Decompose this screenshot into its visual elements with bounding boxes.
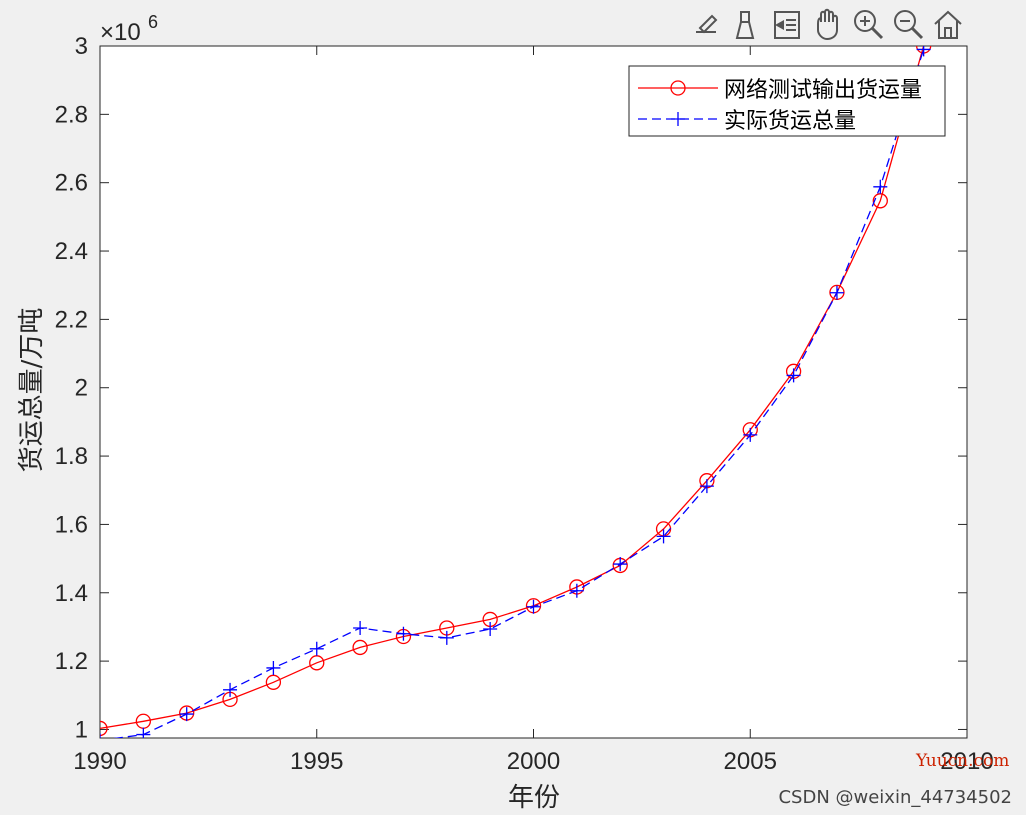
y-exponent-base: ×10 (100, 19, 141, 46)
x-tick-label: 1990 (73, 748, 126, 775)
pan-icon[interactable] (817, 8, 838, 41)
y-tick-label: 1.2 (55, 648, 88, 675)
data-point-plus (266, 660, 281, 675)
data-point-plus (743, 427, 758, 442)
legend: 网络测试输出货运量 实际货运总量 (628, 65, 946, 137)
data-point-plus (699, 479, 714, 494)
axis-ticks (99, 45, 968, 738)
data-point-plus (396, 626, 411, 641)
x-axis-label: 年份 (508, 783, 560, 813)
brush-icon[interactable] (735, 11, 755, 39)
plot-area (99, 45, 968, 739)
y-axis-label: 货运总量/万吨 (17, 308, 47, 473)
x-tick-label: 2005 (724, 748, 777, 775)
axes-toolbar (696, 8, 962, 41)
y-tick-label: 2.2 (55, 306, 88, 333)
data-point-plus (353, 620, 368, 635)
y-tick-label: 2.6 (55, 170, 88, 197)
watermark-site: Yuucn.com (915, 751, 1009, 771)
legend-label-network-output: 网络测试输出货运量 (724, 78, 922, 103)
data-point-circle (100, 720, 108, 737)
y-tick-label: 1 (75, 716, 88, 743)
x-tick-label: 2000 (507, 748, 560, 775)
data-point-plus (916, 46, 931, 57)
data-point-plus (526, 599, 541, 614)
data-point-circle (872, 193, 888, 209)
legend-marker-plus (671, 112, 685, 126)
watermark-csdn: CSDN @weixin_44734502 (778, 787, 1012, 808)
data-point-plus (873, 179, 888, 194)
data-point-plus (483, 621, 498, 636)
x-tick-label: 1995 (290, 748, 343, 775)
y-tick-label: 3 (75, 33, 88, 60)
y-tick-label: 2 (75, 375, 88, 402)
x-tick-label: 2010 (940, 748, 993, 775)
data-point-plus (439, 630, 454, 645)
data-point-plus (786, 368, 801, 383)
data-point-circle (309, 655, 325, 671)
data-point-plus (223, 682, 238, 697)
data-point-plus (656, 529, 671, 544)
y-tick-label: 2.8 (55, 101, 88, 128)
zoom-out-icon[interactable] (894, 10, 924, 40)
data-point-plus (136, 727, 151, 738)
series-layer (100, 46, 932, 738)
axis-tick-labels: 1990 1995 2000 2005 2010 1 1.2 1.4 1.6 1.8 2 2.2 2.4… (55, 33, 994, 775)
data-point-plus (613, 557, 628, 572)
data-point-circle (352, 639, 368, 656)
y-tick-label: 1.4 (55, 580, 88, 607)
y-exponent-power: 6 (148, 12, 158, 32)
data-point-plus (569, 583, 584, 598)
home-icon[interactable] (934, 10, 962, 39)
y-tick-label: 2.4 (55, 238, 88, 265)
data-point-plus (309, 641, 324, 656)
data-point-circle (265, 674, 282, 690)
y-tick-label: 1.8 (55, 443, 88, 470)
data-point-plus (829, 285, 844, 300)
zoom-in-icon[interactable] (854, 10, 884, 40)
y-tick-label: 1.6 (55, 511, 88, 538)
legend-label-actual: 实际货运总量 (724, 109, 856, 134)
data-point-plus (179, 707, 194, 722)
legend-box (628, 65, 946, 137)
legend-marker-circle (670, 80, 686, 96)
series-line-0 (100, 46, 925, 730)
edit-icon[interactable] (696, 14, 718, 34)
series-line-1 (113, 49, 925, 738)
data-tips-icon[interactable] (774, 11, 800, 39)
